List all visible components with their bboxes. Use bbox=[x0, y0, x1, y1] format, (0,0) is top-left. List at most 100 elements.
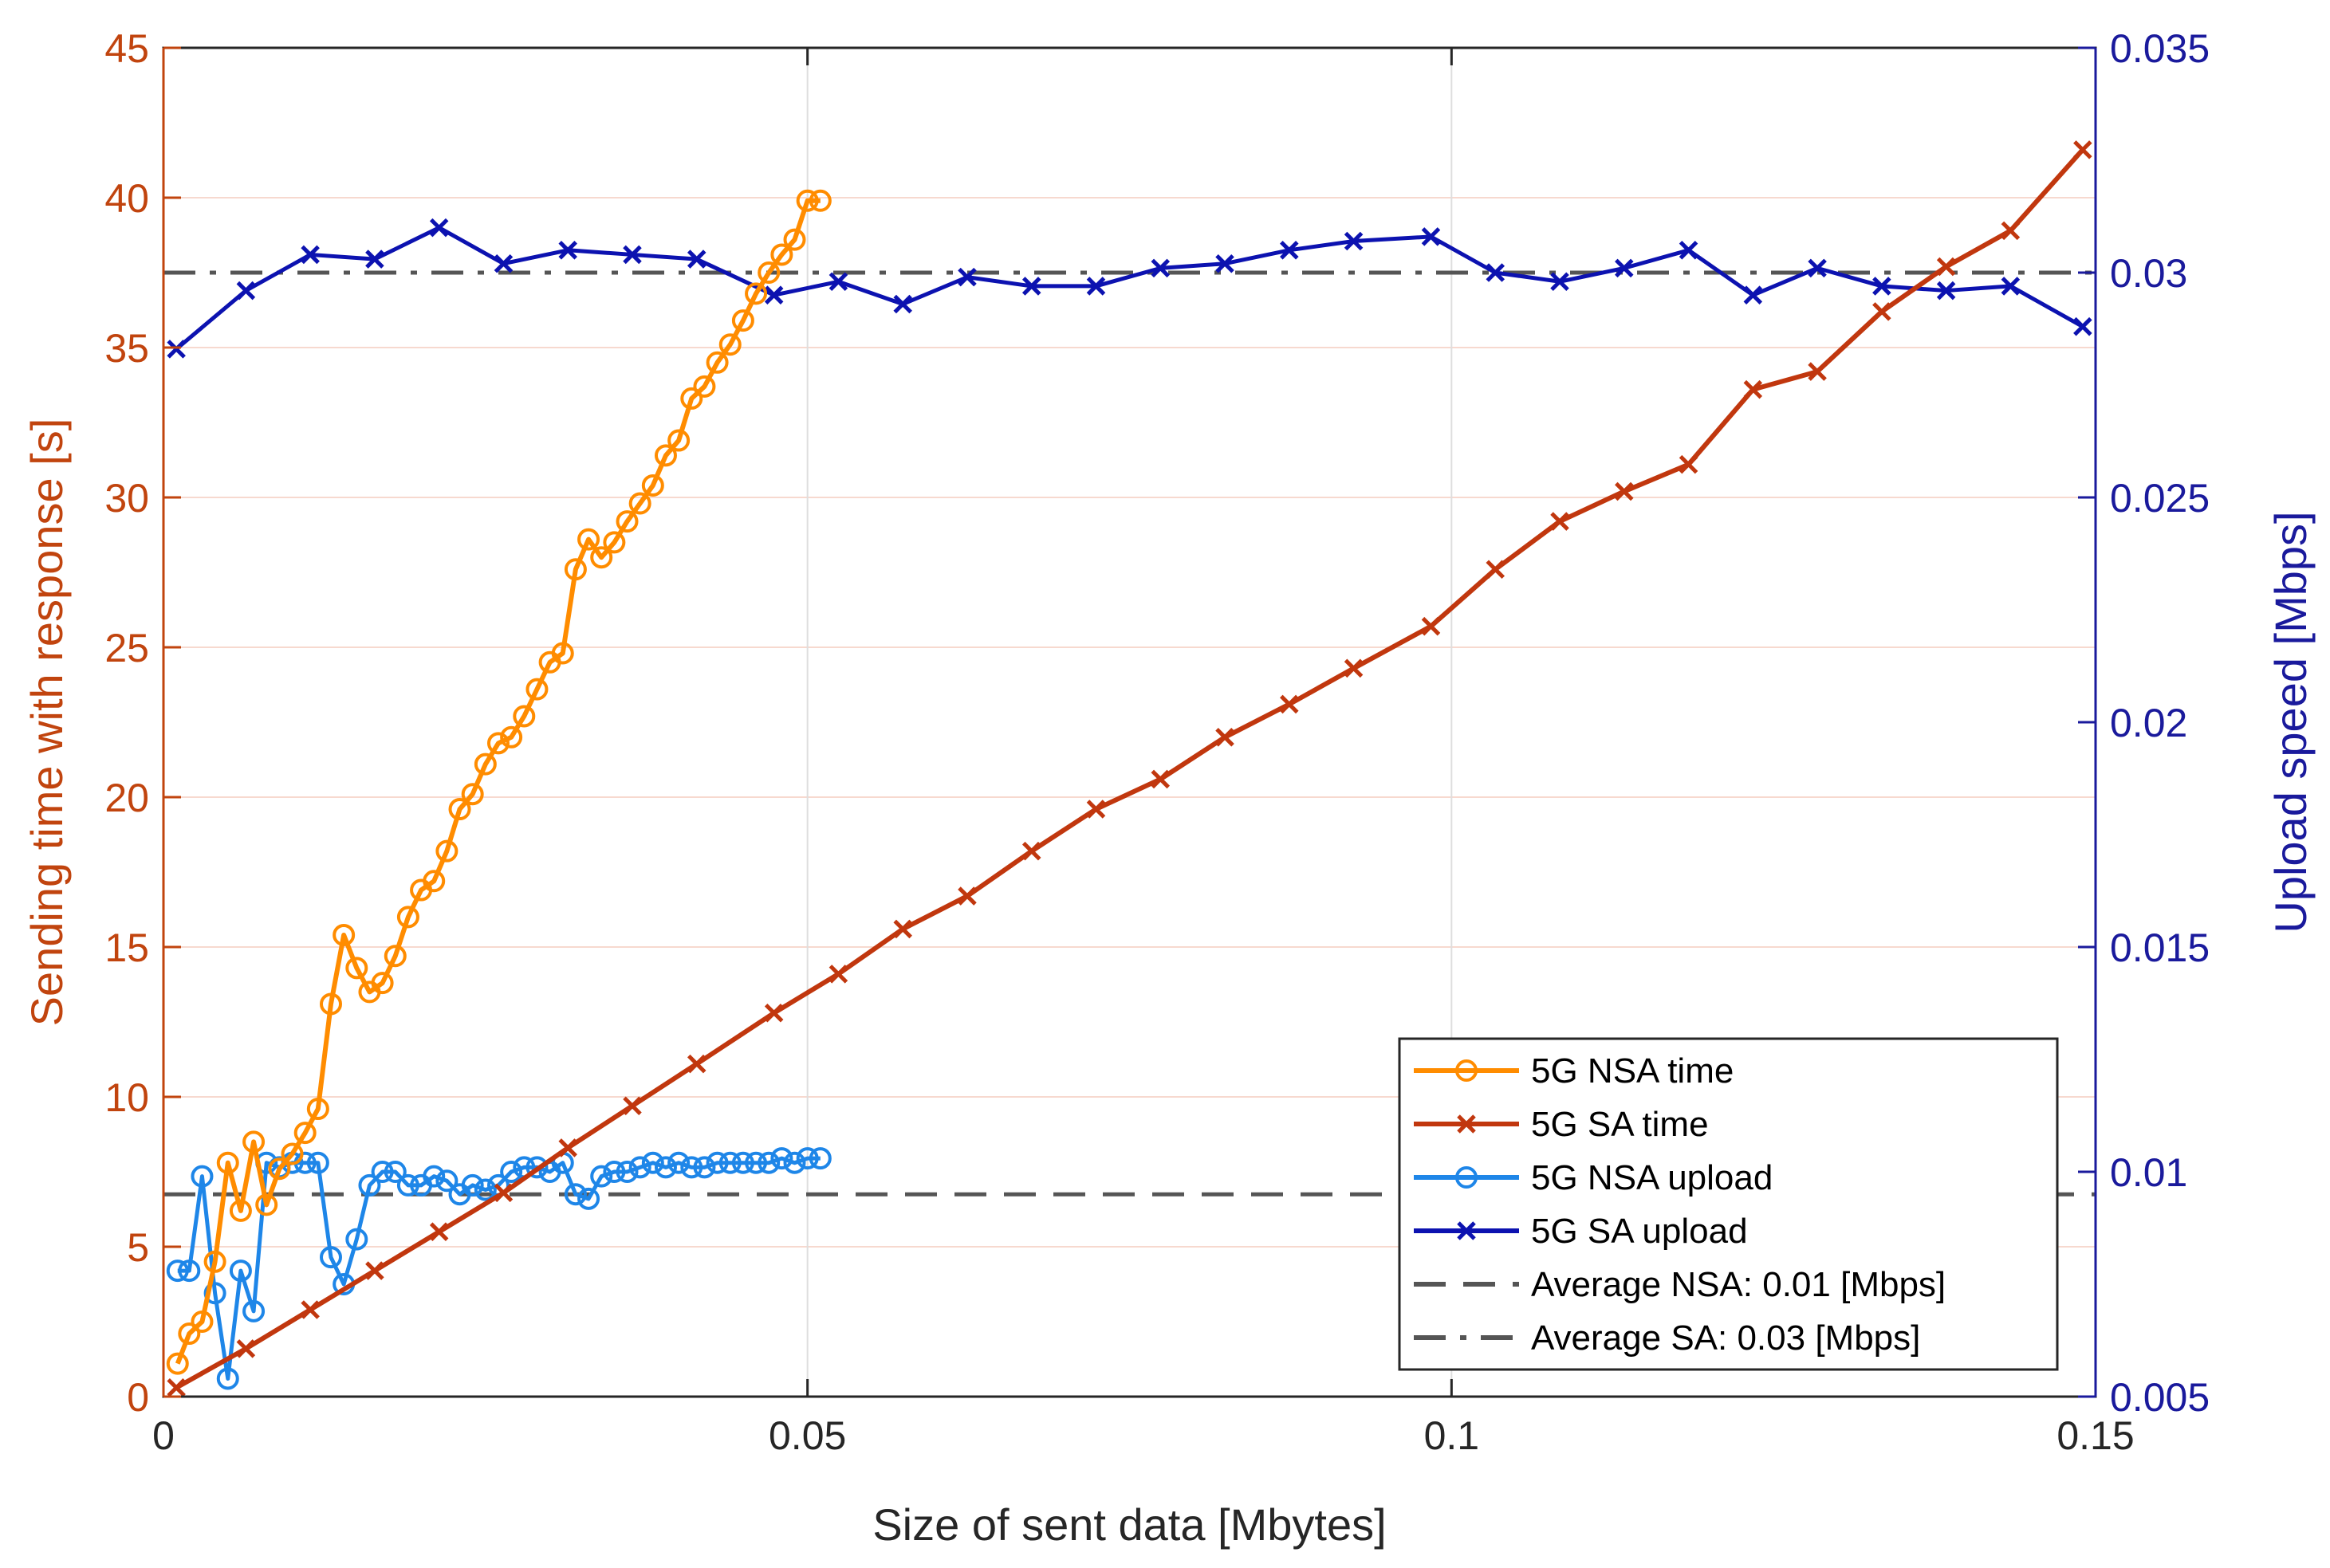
legend-entry: Average SA: 0.03 [Mbps] bbox=[1414, 1318, 1920, 1358]
data-point bbox=[525, 1156, 549, 1179]
data-point bbox=[1743, 285, 1763, 305]
data-point bbox=[396, 1173, 419, 1197]
data-point bbox=[371, 1161, 394, 1183]
left-y-tick-label: 30 bbox=[104, 476, 149, 521]
data-point bbox=[513, 705, 536, 728]
left-y-axis-title: Sending time with response [s] bbox=[22, 419, 72, 1027]
data-point bbox=[641, 1151, 664, 1174]
data-point bbox=[1151, 769, 1171, 789]
data-point bbox=[242, 1299, 266, 1322]
data-point bbox=[770, 1147, 793, 1170]
series-5g-sa-upload bbox=[167, 218, 2092, 359]
data-point bbox=[828, 965, 848, 984]
data-point bbox=[1151, 258, 1171, 278]
data-point bbox=[461, 1173, 484, 1197]
right-y-tick-label: 0.01 bbox=[2110, 1150, 2187, 1195]
right-y-tick-label: 0.02 bbox=[2110, 701, 2187, 745]
data-point bbox=[623, 1096, 642, 1116]
data-point bbox=[718, 333, 742, 356]
right-y-tick-label: 0.035 bbox=[2110, 26, 2210, 71]
data-point bbox=[435, 839, 459, 863]
legend-swatch-marker bbox=[1457, 1221, 1476, 1240]
legend-entry: Average NSA: 0.01 [Mbps] bbox=[1414, 1265, 1946, 1304]
data-point bbox=[783, 1151, 806, 1174]
data-point bbox=[758, 261, 781, 284]
data-point bbox=[268, 1157, 291, 1181]
legend-swatch-marker bbox=[1457, 1114, 1476, 1134]
legend-entry: 5G SA time bbox=[1414, 1105, 1709, 1144]
data-point bbox=[1615, 481, 1634, 501]
data-point bbox=[718, 1151, 742, 1174]
data-point bbox=[371, 972, 394, 995]
data-point bbox=[603, 531, 626, 554]
data-point bbox=[2073, 316, 2092, 336]
data-point bbox=[1872, 302, 1891, 321]
legend-label: 5G NSA time bbox=[1531, 1051, 1734, 1091]
legend-label: 5G NSA upload bbox=[1531, 1158, 1773, 1197]
data-point bbox=[461, 783, 484, 806]
data-point bbox=[229, 1199, 252, 1222]
legend: 5G NSA time 5G SA time 5G NSA upload 5G SA … bbox=[1398, 1037, 2059, 1371]
data-point bbox=[693, 375, 716, 398]
data-point bbox=[301, 1300, 320, 1319]
data-point bbox=[345, 957, 368, 980]
data-point bbox=[893, 294, 912, 314]
data-point bbox=[603, 1161, 626, 1183]
data-point bbox=[809, 1147, 832, 1170]
x-tick-label: 0.15 bbox=[2056, 1413, 2134, 1458]
data-point bbox=[236, 1339, 256, 1358]
data-point bbox=[641, 474, 664, 497]
data-point bbox=[893, 919, 912, 939]
data-point bbox=[770, 243, 793, 266]
data-point bbox=[809, 189, 832, 212]
data-point bbox=[1021, 277, 1041, 296]
data-point bbox=[1550, 272, 1569, 292]
data-point bbox=[1743, 379, 1763, 399]
data-point bbox=[494, 253, 514, 273]
data-point bbox=[306, 1151, 329, 1174]
data-point bbox=[1021, 841, 1041, 861]
left-y-tick-label: 5 bbox=[127, 1225, 149, 1270]
data-point bbox=[706, 351, 729, 374]
data-point bbox=[306, 1098, 329, 1121]
data-point bbox=[345, 1228, 368, 1251]
data-point bbox=[693, 1156, 716, 1179]
data-point bbox=[628, 492, 651, 515]
data-point bbox=[680, 1156, 703, 1179]
data-point bbox=[564, 1183, 587, 1206]
data-point bbox=[2073, 140, 2092, 159]
data-point bbox=[1550, 512, 1569, 531]
data-point bbox=[706, 1151, 729, 1174]
data-point bbox=[783, 228, 806, 251]
data-point bbox=[796, 1147, 819, 1170]
data-point bbox=[216, 1367, 239, 1390]
data-point bbox=[1486, 263, 1505, 282]
right-y-tick-label: 0.015 bbox=[2110, 925, 2210, 970]
data-point bbox=[1486, 560, 1505, 580]
data-point bbox=[474, 1178, 497, 1201]
data-point bbox=[203, 1282, 226, 1305]
data-point bbox=[628, 1156, 651, 1179]
data-point bbox=[731, 309, 754, 332]
data-point bbox=[281, 1142, 304, 1165]
data-point bbox=[358, 1173, 381, 1197]
data-point bbox=[435, 1169, 459, 1193]
data-point bbox=[167, 1377, 186, 1397]
x-axis-title: Size of sent data [Mbytes] bbox=[872, 1499, 1386, 1550]
data-point bbox=[203, 1250, 226, 1273]
data-point bbox=[365, 1261, 384, 1280]
legend-label: Average SA: 0.03 [Mbps] bbox=[1531, 1318, 1920, 1358]
left-y-tick-label: 0 bbox=[127, 1375, 149, 1420]
data-point bbox=[500, 1161, 523, 1183]
data-point bbox=[429, 218, 449, 238]
data-point bbox=[178, 1260, 201, 1283]
data-point bbox=[525, 678, 549, 701]
data-point bbox=[236, 281, 256, 301]
series-5g-nsa-upload bbox=[166, 1147, 832, 1390]
left-y-tick-label: 40 bbox=[104, 176, 149, 221]
data-point bbox=[1215, 728, 1234, 747]
data-point bbox=[577, 1187, 600, 1210]
left-y-tick-label: 20 bbox=[104, 776, 149, 820]
data-point bbox=[558, 1138, 577, 1157]
data-point bbox=[1421, 616, 1441, 636]
